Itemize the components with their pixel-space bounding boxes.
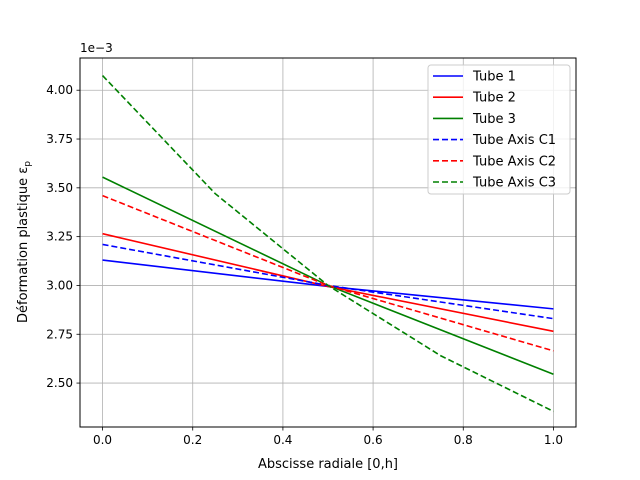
legend-label: Tube Axis C2 (472, 154, 556, 169)
legend: Tube 1 Tube 2 Tube 3 Tube Axis C1 Tube Axis … (427, 64, 571, 195)
x-tick-label: 0.2 (183, 433, 202, 447)
legend-label: Tube 1 (472, 70, 516, 85)
y-axis-label-main: Déformation plastique ε (16, 167, 31, 323)
series-line (102, 232, 554, 333)
legend-label: Tube 2 (472, 91, 516, 106)
y-tick-label: 3.25 (46, 230, 73, 244)
x-tick-label: 0.8 (454, 433, 473, 447)
legend-label: Tube Axis C1 (472, 133, 556, 148)
x-tick-label: 0.0 (93, 433, 112, 447)
series-line (101, 75, 554, 413)
y-tick-label: 3.75 (46, 132, 73, 146)
y-tick-label: 4.00 (46, 83, 73, 97)
y-tick-label: 3.50 (46, 181, 73, 195)
y-tick-label: 3.00 (46, 278, 73, 292)
legend-label: Tube 3 (472, 112, 516, 127)
y-axis-label: Déformation plastique εp (16, 161, 33, 323)
legend-frame (427, 64, 571, 195)
y-axis-ticks: 2.50 2.75 3.00 3.25 3.50 3.75 4.00 (46, 83, 80, 390)
y-axis-label-subscript: p (23, 161, 33, 167)
series-line (102, 194, 554, 352)
x-tick-label: 0.4 (273, 433, 292, 447)
series-lines (101, 75, 554, 413)
legend-label: Tube Axis C3 (472, 176, 556, 191)
x-axis-ticks: 0.0 0.2 0.4 0.6 0.8 1.0 (93, 427, 563, 447)
plot-frame (79, 57, 577, 428)
x-tick-label: 0.6 (364, 433, 383, 447)
x-tick-label: 1.0 (544, 433, 563, 447)
y-offset-label: 1e−3 (80, 41, 113, 55)
y-tick-label: 2.75 (46, 327, 73, 341)
x-axis-label: Abscisse radiale [0,h] (258, 457, 398, 472)
y-tick-label: 2.50 (46, 376, 73, 390)
